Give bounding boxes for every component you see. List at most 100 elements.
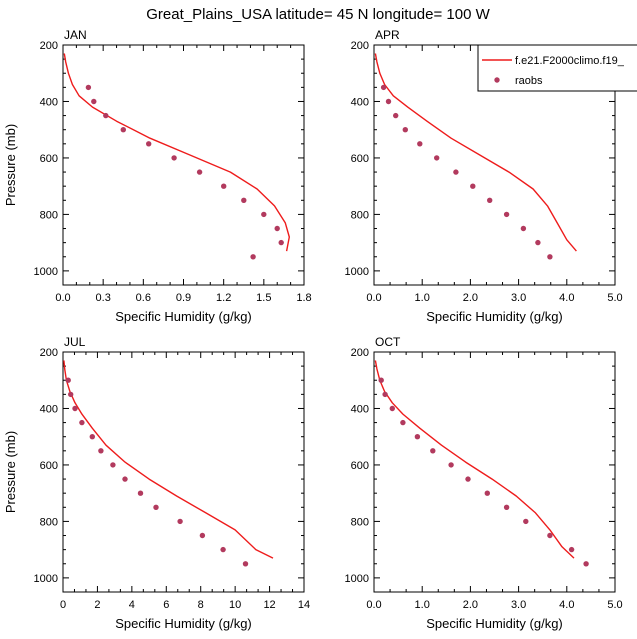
raobs-point-jan	[85, 84, 92, 91]
y-tick-label-jan: 1000	[34, 266, 58, 278]
y-tick-label-oct: 1000	[345, 573, 369, 585]
x-tick-label-jan: 1.8	[296, 292, 311, 304]
y-tick-label-jan: 600	[40, 153, 58, 165]
y-tick-label-oct: 400	[351, 403, 369, 415]
x-tick-label-oct: 0.0	[366, 599, 381, 611]
raobs-point-jan	[120, 127, 127, 133]
raobs-point-apr	[487, 197, 493, 203]
x-tick-label-jul: 12	[263, 599, 275, 611]
raobs-point-jul	[110, 462, 116, 468]
panel-jul: JUL 0 2 4 6 8 10 12 14 200 400 600 800 1000 Specific H…	[3, 335, 310, 631]
x-tick-label-jul: 0	[60, 599, 66, 611]
x-tick-label-jan: 0.9	[176, 292, 191, 304]
panel-title-jan: JAN	[64, 28, 87, 42]
raobs-point-jul	[199, 532, 206, 539]
raobs-point-oct	[583, 561, 589, 567]
y-tick-label-jul: 800	[40, 516, 58, 528]
raobs-point-oct	[430, 448, 436, 454]
raobs-point-apr	[547, 254, 553, 260]
raobs-point-apr	[453, 169, 459, 175]
x-axis-label-apr: Specific Humidity (g/kg)	[426, 309, 563, 324]
raobs-point-jul	[153, 504, 159, 510]
x-tick-label-jul: 2	[94, 599, 100, 611]
raobs-point-oct	[547, 532, 553, 539]
x-tick-label-jan: 0.0	[55, 292, 70, 304]
x-tick-label-jan: 0.6	[136, 292, 151, 304]
raobs-point-jan	[250, 254, 256, 260]
raobs-point-oct	[484, 490, 490, 496]
x-tick-label-apr: 0.0	[366, 292, 381, 304]
plot-frame-oct	[373, 351, 616, 593]
raobs-point-jul	[89, 434, 96, 440]
x-tick-label-jul: 8	[198, 599, 204, 611]
x-tick-label-apr: 3.0	[511, 292, 526, 304]
x-tick-label-jul: 4	[129, 599, 135, 611]
raobs-point-oct	[465, 476, 471, 482]
x-tick-label-apr: 5.0	[607, 292, 622, 304]
legend-obs-swatch	[494, 77, 500, 83]
panel-title-jul: JUL	[64, 335, 86, 349]
raobs-point-jan	[103, 112, 109, 119]
model-line-apr	[374, 53, 577, 252]
y-tick-label-apr: 600	[351, 153, 369, 165]
y-tick-label-apr: 800	[351, 209, 369, 221]
legend-box	[477, 44, 637, 92]
x-tick-label-jul: 6	[163, 599, 169, 611]
x-tick-label-apr: 2.0	[463, 292, 478, 304]
raobs-point-oct	[523, 518, 529, 525]
raobs-point-jan	[261, 211, 267, 218]
panel-jan: JAN 0.0 0.3 0.6 0.9 1.2 1.5 1.8 200 400 600 800 1000…	[3, 28, 312, 324]
y-tick-label-jul: 1000	[34, 573, 58, 585]
raobs-point-oct	[382, 391, 388, 398]
y-axis-label-jan: Pressure (mb)	[3, 124, 18, 206]
y-tick-label-jan: 400	[40, 96, 58, 108]
legend-obs-label: raobs	[515, 75, 543, 87]
raobs-point-apr	[380, 84, 387, 91]
raobs-point-jul	[242, 561, 249, 567]
x-tick-label-apr: 1.0	[415, 292, 430, 304]
raobs-point-oct	[414, 434, 421, 440]
plot-frame-jan	[62, 44, 305, 286]
raobs-point-apr	[470, 183, 476, 189]
y-tick-label-apr: 400	[351, 96, 369, 108]
y-tick-label-oct: 600	[351, 460, 369, 472]
y-tick-label-apr: 200	[351, 40, 369, 52]
raobs-point-jul	[122, 476, 128, 482]
figure-title: Great_Plains_USA latitude= 45 N longitud…	[146, 6, 490, 23]
raobs-point-apr	[393, 112, 399, 119]
panel-oct: OCT 0.0 1.0 2.0 3.0 4.0 5.0 200 400 600 800 1000 Spe…	[345, 335, 623, 631]
raobs-point-jul	[79, 419, 85, 426]
x-tick-label-oct: 5.0	[607, 599, 622, 611]
raobs-point-jul	[220, 546, 226, 553]
y-tick-label-jan: 200	[40, 40, 58, 52]
model-line-jan	[63, 53, 290, 252]
y-tick-label-jul: 600	[40, 460, 58, 472]
y-tick-label-oct: 800	[351, 516, 369, 528]
raobs-point-oct	[568, 546, 575, 553]
x-tick-label-jul: 14	[298, 599, 310, 611]
y-axis-label-jul: Pressure (mb)	[3, 431, 18, 513]
y-tick-label-jul: 200	[40, 347, 58, 359]
x-axis-label-jul: Specific Humidity (g/kg)	[115, 616, 252, 631]
plot-frame-jul	[62, 351, 305, 593]
raobs-point-oct	[389, 405, 395, 412]
y-tick-label-apr: 1000	[345, 266, 369, 278]
raobs-point-apr	[520, 225, 527, 232]
raobs-point-jan	[91, 98, 97, 105]
raobs-point-jul	[68, 391, 74, 398]
raobs-point-apr	[503, 211, 510, 218]
x-tick-label-jan: 1.5	[256, 292, 271, 304]
panel-apr: APR 0.0 1.0 2.0 3.0 4.0 5.0 200 400 600 800 1000 Spe…	[345, 28, 623, 324]
x-tick-label-oct: 3.0	[511, 599, 526, 611]
x-tick-label-oct: 1.0	[415, 599, 430, 611]
x-tick-label-jul: 10	[229, 599, 241, 611]
x-axis-label-oct: Specific Humidity (g/kg)	[426, 616, 563, 631]
x-tick-label-jan: 0.3	[96, 292, 111, 304]
model-line-jul	[63, 360, 274, 559]
y-tick-label-oct: 200	[351, 347, 369, 359]
raobs-point-jul	[137, 490, 144, 496]
x-tick-label-jan: 1.2	[216, 292, 231, 304]
raobs-point-jul	[65, 377, 71, 383]
raobs-point-jan	[278, 239, 284, 246]
raobs-point-jan	[241, 197, 247, 203]
